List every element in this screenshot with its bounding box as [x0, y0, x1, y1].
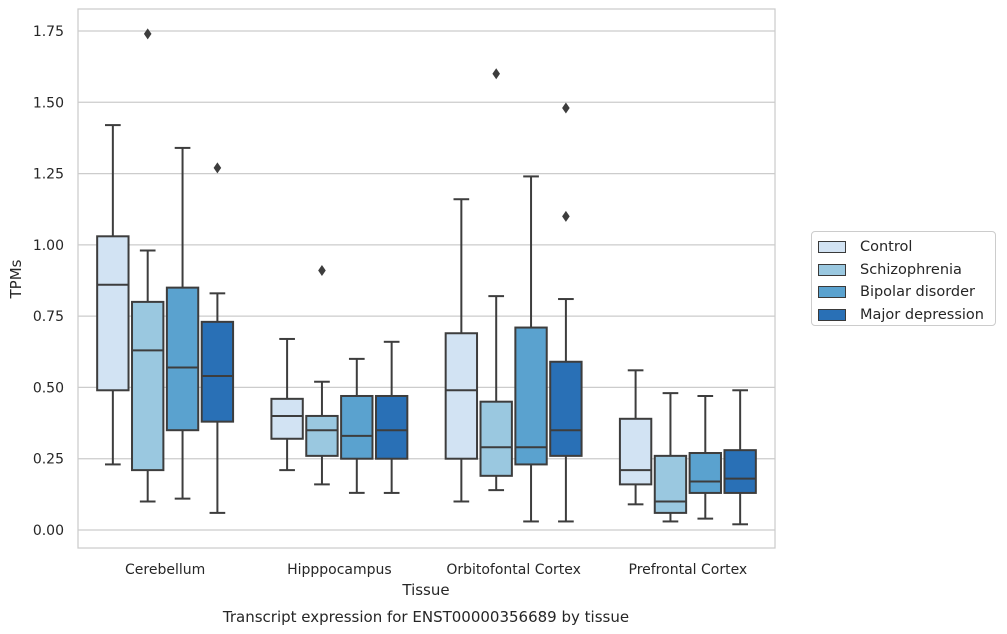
legend-label: Bipolar disorder	[860, 284, 975, 301]
box-iqr	[444, 332, 479, 460]
box-group	[96, 124, 130, 466]
y-tick-label: 0.00	[33, 523, 64, 539]
legend-item: Bipolar disorder	[818, 281, 995, 304]
x-tick-labels: Cerebellum Hipppocampus Orbitofontal Corte…	[125, 562, 747, 578]
x-tick-label: Prefrontal Cortex	[629, 562, 748, 578]
box-iqr	[305, 414, 339, 457]
box-iqr	[270, 397, 304, 440]
box-iqr	[131, 300, 165, 472]
boxes	[96, 28, 757, 526]
outlier-point	[562, 210, 570, 222]
legend-label: Major depression	[860, 306, 984, 323]
y-tick-label: 1.25	[33, 167, 64, 183]
x-tick-label: Hipppocampus	[287, 562, 392, 578]
box-group	[514, 175, 548, 523]
outlier-point	[143, 28, 152, 40]
x-tick-label: Cerebellum	[125, 562, 205, 578]
legend-item: Schizophrenia	[818, 259, 995, 282]
box-group	[165, 146, 200, 500]
box-group	[131, 28, 165, 503]
legend-item: Control	[818, 236, 995, 259]
legend-swatch	[818, 241, 846, 254]
x-tick-label: Orbitofontal Cortex	[446, 562, 581, 578]
outlier-point	[318, 265, 326, 277]
box-group	[270, 337, 304, 472]
box-group	[305, 265, 339, 486]
box-group	[549, 102, 583, 523]
box-group	[479, 68, 513, 492]
box-iqr	[688, 452, 722, 494]
box-iqr	[514, 326, 548, 466]
box-group	[653, 392, 688, 523]
plot-area-frame	[77, 8, 776, 549]
box-iqr	[200, 320, 235, 423]
box-group	[444, 198, 479, 503]
x-axis-label: Tissue	[401, 581, 449, 599]
box-group	[618, 369, 653, 506]
chart-caption: Transcript expression for ENST0000035668…	[222, 608, 629, 626]
outlier-point	[213, 162, 222, 174]
y-tick-label: 1.75	[33, 24, 64, 40]
outlier-point	[562, 102, 570, 114]
legend-label: Control	[860, 239, 913, 256]
outlier-point	[492, 68, 500, 80]
box-iqr	[96, 235, 130, 392]
legend-swatch	[818, 286, 846, 299]
box-iqr	[374, 394, 409, 460]
legend-swatch	[818, 263, 846, 276]
y-tick-label: 1.00	[33, 238, 64, 254]
box-iqr	[723, 449, 757, 494]
y-tick-labels: 0.00 0.25 0.50 0.75 1.00 1.25 1.50 1.75	[33, 24, 64, 539]
box-iqr	[653, 454, 688, 514]
y-tick-label: 0.75	[33, 309, 64, 325]
legend: Control Schizophrenia Bipolar disorder Majo…	[811, 231, 996, 326]
legend-label: Schizophrenia	[860, 261, 962, 278]
legend-swatch	[818, 308, 846, 321]
box-group	[374, 340, 409, 494]
box-iqr	[165, 286, 200, 432]
box-iqr	[549, 360, 583, 457]
y-tick-label: 0.50	[33, 380, 64, 396]
box-group	[200, 162, 235, 514]
box-iqr	[618, 417, 653, 486]
box-group	[340, 357, 374, 494]
box-iqr	[340, 394, 374, 460]
box-group	[723, 389, 757, 526]
box-iqr	[479, 400, 513, 477]
legend-item: Major depression	[818, 304, 995, 327]
y-tick-label: 0.25	[33, 452, 64, 468]
y-tick-label: 1.50	[33, 95, 64, 111]
y-axis-label: TPMs	[7, 259, 25, 299]
box-group	[688, 394, 722, 520]
